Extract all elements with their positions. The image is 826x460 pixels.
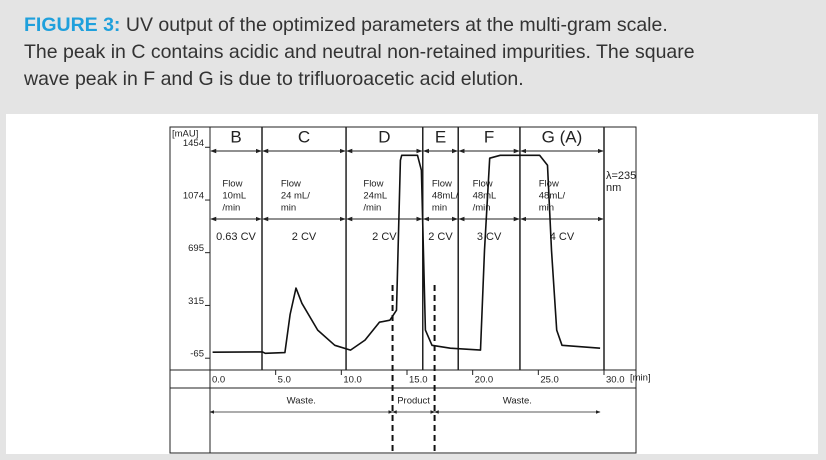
flow-text: 10mL [222,191,246,202]
cv-label: 2 CV [372,231,397,243]
fraction-label: Waste. [503,396,532,407]
y-tick-label: 315 [188,296,204,307]
section-label: E [435,127,446,146]
flow-text: Flow [363,179,383,190]
x-axis-label: [min] [630,373,651,384]
caption-line: UV output of the optimized parameters at… [125,14,668,36]
x-tick-label: 10.0 [343,375,362,386]
section-label: C [298,127,310,146]
chart-panel: [mAU] [min] -65 315 695 1074 1454 0.0 5.0 10.0 1… [6,114,818,454]
section-label: G (A) [542,127,583,146]
flow-text: /min [473,203,491,214]
section-label: D [378,127,390,146]
flow-text: Flow [222,179,242,190]
flow-text: 48mL/ [432,191,459,202]
flow-text: min [281,203,296,214]
section-label: F [484,127,494,146]
cv-label: 2 CV [292,231,317,243]
section-label: B [230,127,241,146]
x-tick-label: 30.0 [606,375,625,386]
flow-text: Flow [432,179,452,190]
trace [212,154,601,355]
chart: [mAU] [min] -65 315 695 1074 1454 0.0 5.0 10.0 1… [169,126,651,454]
flow-text: Flow [473,179,493,190]
flow-text: /min [222,203,240,214]
cv-label: 4 CV [550,231,575,243]
x-tick-label: 0.0 [212,375,225,386]
fraction-label: Product [397,396,430,407]
y-axis-label: [mAU] [172,129,198,140]
caption-label: FIGURE 3: [24,14,121,36]
flow-text: 24mL [363,191,387,202]
x-tick-label: 15.0 [409,375,428,386]
flow-text: 24 mL/ [281,191,310,202]
caption-line: wave peak in F and G is due to trifluoro… [24,68,524,90]
y-tick-label: 1454 [183,138,204,149]
caption-line: The peak in C contains acidic and neutra… [24,41,695,63]
flow-text: min [539,203,554,214]
frame [169,126,637,454]
x-tick-label: 5.0 [278,375,291,386]
x-tick-label: 25.0 [540,375,559,386]
cv-label: 0.63 CV [216,231,256,243]
caption: FIGURE 3: UV output of the optimized par… [24,12,814,93]
y-tick-label: 695 [188,243,204,254]
y-tick-label: -65 [190,349,204,360]
wavelength: λ=235 [606,170,636,182]
fraction-label: Waste. [287,396,316,407]
flow-text: 48mL [473,191,497,202]
y-tick-label: 1074 [183,191,204,202]
flow-text: 48mL/ [539,191,566,202]
flow-text: min [432,203,447,214]
cv-label: 3 CV [477,231,502,243]
cv-label: 2 CV [428,231,453,243]
wavelength: nm [606,182,621,194]
flow-text: /min [363,203,381,214]
x-tick-label: 20.0 [475,375,494,386]
flow-text: Flow [281,179,301,190]
